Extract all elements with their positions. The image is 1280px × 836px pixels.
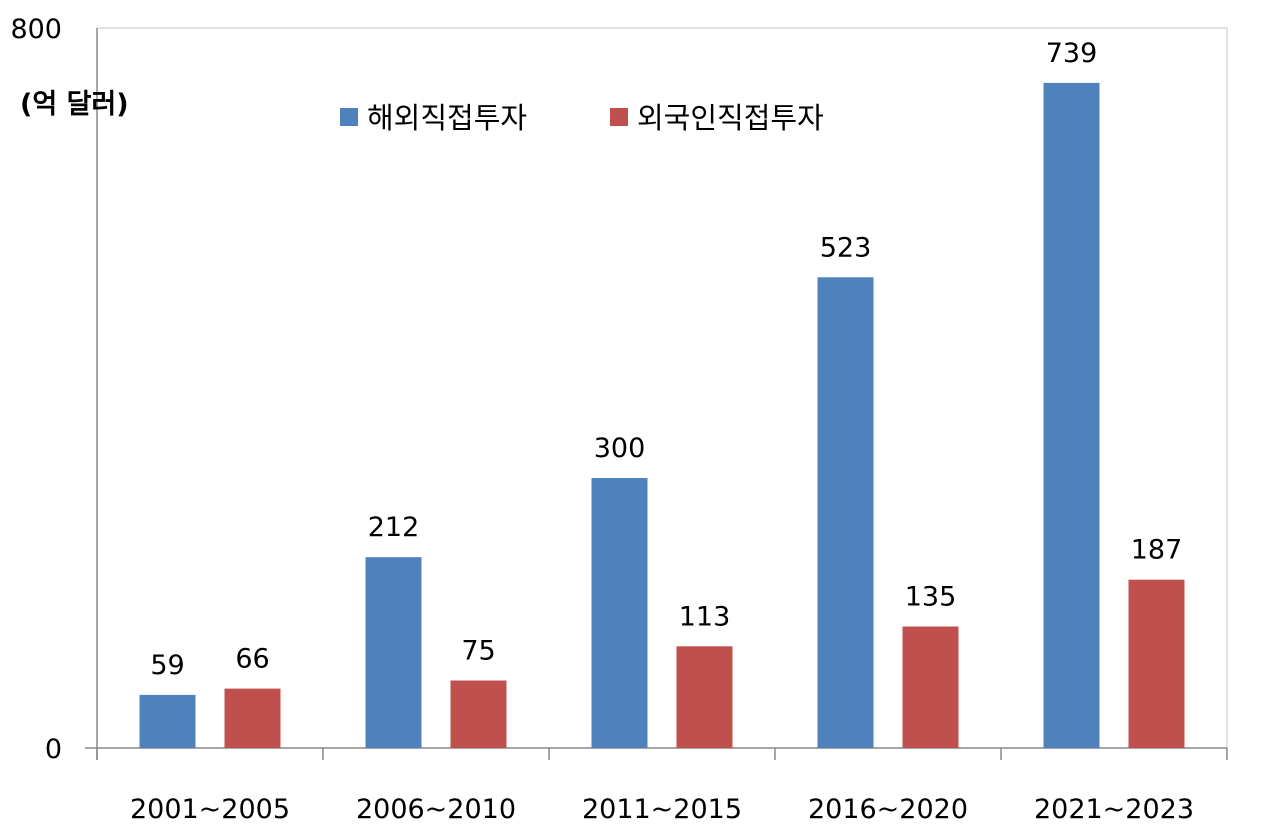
bar-series-2-2021~2023: [1128, 579, 1185, 748]
bar-series-2-2006~2010: [450, 680, 507, 748]
data-label-series-1-2021~2023: 739: [1046, 38, 1098, 69]
data-label-series-2-2021~2023: 187: [1131, 535, 1183, 566]
bar-series-2-2001~2005: [224, 688, 281, 748]
y-tick-label-max: 800: [10, 14, 62, 45]
bar-series-1-2016~2020: [817, 277, 874, 748]
x-tick-label: 2021~2023: [1034, 794, 1194, 825]
x-tick-label: 2001~2005: [130, 794, 290, 825]
x-tick-label: 2006~2010: [356, 794, 516, 825]
bar-series-1-2001~2005: [139, 694, 196, 748]
data-label-series-2-2011~2015: 113: [679, 601, 731, 632]
y-tick-label-min: 0: [45, 734, 62, 765]
bars: [139, 82, 1185, 748]
legend-label-series-2: 외국인직접투자: [637, 101, 824, 135]
legend-label-series-1: 해외직접투자: [367, 101, 527, 135]
data-labels: 59 66 212 75 300 113 523 135 739 187: [150, 38, 1182, 681]
x-tick-labels: 2001~2005 2006~2010 2011~2015 2016~2020 2021…: [130, 794, 1194, 825]
data-label-series-2-2001~2005: 66: [235, 644, 269, 675]
data-label-series-1-2011~2015: 300: [594, 433, 646, 464]
x-tick-label: 2016~2020: [808, 794, 968, 825]
x-tick-label: 2011~2015: [582, 794, 742, 825]
bar-series-2-2011~2015: [676, 646, 733, 748]
bar-series-1-2011~2015: [591, 478, 648, 748]
unit-label: (억 달러): [20, 89, 129, 120]
data-label-series-1-2001~2005: 59: [150, 650, 184, 681]
bar-series-2-2016~2020: [902, 626, 959, 748]
bar-series-1-2021~2023: [1043, 82, 1100, 748]
legend-swatch-series-1: [340, 108, 358, 126]
legend-swatch-series-2: [610, 108, 628, 126]
data-label-series-1-2016~2020: 523: [820, 232, 872, 263]
legend: 해외직접투자 외국인직접투자: [340, 101, 824, 135]
data-label-series-2-2006~2010: 75: [461, 636, 495, 667]
bar-series-1-2006~2010: [365, 557, 422, 748]
x-axis-ticks: [96, 748, 1228, 760]
data-label-series-2-2016~2020: 135: [905, 582, 957, 613]
data-label-series-1-2006~2010: 212: [368, 512, 420, 543]
